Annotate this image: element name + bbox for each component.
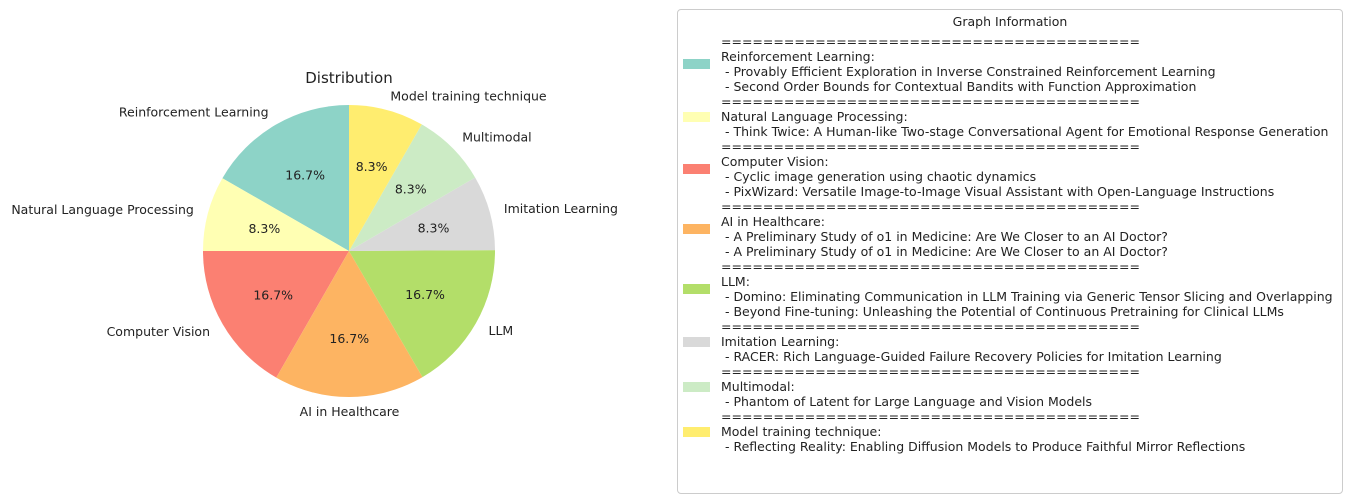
pie-slice-1 xyxy=(222,105,349,251)
pie-slice-3 xyxy=(203,251,349,378)
pie-slice-4 xyxy=(276,251,423,397)
legend-item: - RACER: Rich Language-Guided Failure Re… xyxy=(721,349,1222,364)
legend-swatch xyxy=(683,164,710,174)
legend-swatch xyxy=(683,224,710,234)
legend-swatch xyxy=(683,59,710,69)
legend-separator: ======================================== xyxy=(721,364,1140,379)
slice-category-label: Natural Language Processing xyxy=(11,202,194,217)
pie-slice-8 xyxy=(349,105,422,251)
legend-swatch xyxy=(683,284,710,294)
pie-slice-2 xyxy=(203,178,349,251)
legend-separator: ======================================== xyxy=(721,94,1140,109)
legend-category: Reinforcement Learning: xyxy=(721,49,875,64)
legend-category: Computer Vision: xyxy=(721,154,829,169)
legend-entry: ========================================… xyxy=(682,94,1338,139)
pie-chart: Distribution 16.7% Reinforcement Learning… xyxy=(11,69,618,419)
legend-entry: ========================================… xyxy=(682,319,1338,364)
legend-item: - A Preliminary Study of o1 in Medicine:… xyxy=(721,229,1168,244)
legend-item: - Reflecting Reality: Enabling Diffusion… xyxy=(721,439,1246,454)
legend-title: Graph Information xyxy=(952,14,1068,29)
legend-separator: ======================================== xyxy=(721,199,1140,214)
legend-swatch xyxy=(683,111,710,122)
slice-percent-label: 8.3% xyxy=(395,181,427,196)
slice-category-label: Computer Vision xyxy=(107,324,210,339)
legend-item: - Domino: Eliminating Communication in L… xyxy=(721,289,1333,304)
legend-separator: ======================================== xyxy=(721,259,1140,274)
legend-separator: ======================================== xyxy=(721,319,1140,334)
legend-entry: ========================================… xyxy=(682,409,1338,454)
legend-entry: ========================================… xyxy=(682,199,1338,259)
slice-percent-label: 8.3% xyxy=(248,221,280,236)
legend-item: - Beyond Fine-tuning: Unleashing the Pot… xyxy=(721,304,1284,319)
legend-separator: ======================================== xyxy=(721,409,1140,424)
slice-category-label: Model training technique xyxy=(390,88,547,103)
legend-swatch xyxy=(683,381,710,392)
legend-item: - Provably Efficient Exploration in Inve… xyxy=(721,64,1216,79)
legend-entry: ========================================… xyxy=(682,34,1338,94)
legend-category: LLM: xyxy=(721,274,750,289)
chart-title: Distribution xyxy=(305,69,393,87)
slice-percent-label: 16.7% xyxy=(285,168,325,183)
legend: Graph Information ======================… xyxy=(677,9,1343,494)
pie-slice-7 xyxy=(349,124,476,251)
slice-category-label: AI in Healthcare xyxy=(300,404,400,419)
pie-slice-6 xyxy=(349,177,495,251)
pie-slice-5 xyxy=(349,250,496,378)
slice-percent-label: 8.3% xyxy=(356,159,388,174)
slice-percent-label: 16.7% xyxy=(253,287,293,302)
legend-category: AI in Healthcare: xyxy=(721,214,825,229)
slice-percent-label: 16.7% xyxy=(405,287,445,302)
legend-category: Model training technique: xyxy=(721,424,882,439)
slice-category-label: Multimodal xyxy=(462,130,531,145)
slice-category-label: LLM xyxy=(489,323,514,338)
legend-item: - Cyclic image generation using chaotic … xyxy=(721,169,1037,184)
slice-percent-label: 8.3% xyxy=(418,220,450,235)
legend-item: - Think Twice: A Human-like Two-stage Co… xyxy=(721,124,1329,139)
legend-category: Multimodal: xyxy=(721,379,795,394)
legend-entry: ========================================… xyxy=(682,364,1338,409)
legend-rows: ========================================… xyxy=(682,34,1338,454)
legend-swatch xyxy=(683,336,710,347)
slice-category-label: Imitation Learning xyxy=(504,201,618,216)
legend-category: Imitation Learning: xyxy=(721,334,840,349)
pie-slices xyxy=(203,105,496,397)
legend-swatch xyxy=(683,426,710,437)
legend-item: - A Preliminary Study of o1 in Medicine:… xyxy=(721,244,1168,259)
legend-separator: ======================================== xyxy=(721,139,1140,154)
legend-separator: ======================================== xyxy=(721,34,1140,49)
legend-item: - Phantom of Latent for Large Language a… xyxy=(721,394,1093,409)
legend-entry: ========================================… xyxy=(682,259,1338,319)
slice-percent-label: 16.7% xyxy=(329,331,369,346)
legend-entry: ========================================… xyxy=(682,139,1338,199)
legend-item: - Second Order Bounds for Contextual Ban… xyxy=(721,79,1197,94)
slice-category-label: Reinforcement Learning xyxy=(119,105,269,120)
legend-item: - PixWizard: Versatile Image-to-Image Vi… xyxy=(721,184,1275,199)
legend-category: Natural Language Processing: xyxy=(721,109,908,124)
